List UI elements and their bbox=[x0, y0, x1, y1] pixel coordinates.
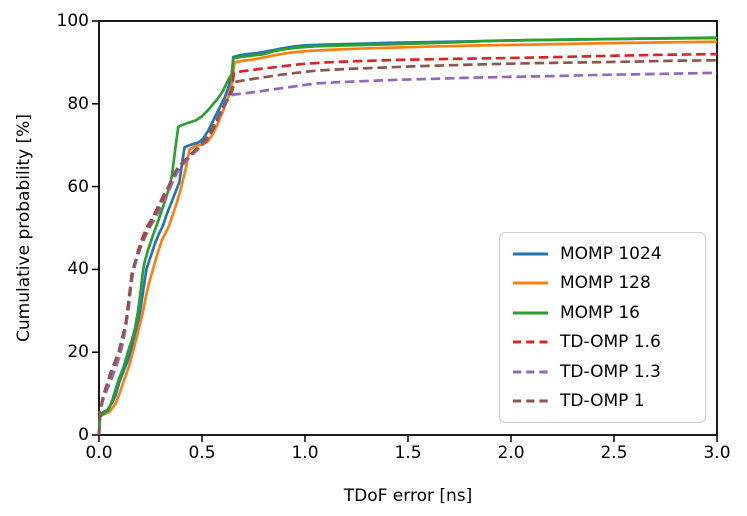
x-tick-label: 2.0 bbox=[497, 443, 525, 463]
legend-line-sample-icon bbox=[513, 311, 548, 315]
legend-line-sample-icon bbox=[513, 281, 548, 285]
y-tick-label: 100 bbox=[56, 11, 89, 31]
legend-line-sample-icon bbox=[513, 399, 548, 403]
series-line-momp-128 bbox=[97, 40, 718, 436]
x-tick-label: 0.0 bbox=[85, 443, 113, 463]
legend-item-momp-16: MOMP 16 bbox=[512, 299, 695, 327]
y-tick-label: 40 bbox=[67, 259, 89, 280]
y-tick-label: 0 bbox=[78, 425, 89, 445]
x-tick-label: 2.5 bbox=[600, 443, 628, 463]
legend-line-sample-icon bbox=[513, 370, 548, 374]
series-line-momp-1024 bbox=[97, 36, 718, 436]
legend-label: TD-OMP 1.6 bbox=[560, 332, 661, 353]
x-tick-label: 1.5 bbox=[394, 443, 422, 463]
legend: MOMP 1024 MOMP 128 MOMP 16 TD-OMP 1.6 TD-OMP… bbox=[499, 232, 706, 423]
legend-line-sample-icon bbox=[513, 252, 548, 256]
legend-item-td-omp-1: TD-OMP 1 bbox=[512, 387, 695, 415]
legend-line-sample-icon bbox=[513, 340, 548, 344]
legend-item-momp-1024: MOMP 1024 bbox=[512, 240, 695, 268]
y-tick-label: 80 bbox=[67, 93, 89, 114]
legend-label: MOMP 128 bbox=[560, 273, 651, 294]
x-tick-label: 3.0 bbox=[703, 443, 731, 463]
legend-label: TD-OMP 1 bbox=[560, 391, 645, 412]
x-tick-label: 0.5 bbox=[188, 443, 216, 463]
legend-label: MOMP 16 bbox=[560, 302, 641, 323]
y-axis-label: Cumulative probability [%] bbox=[14, 114, 34, 342]
y-tick-label: 20 bbox=[67, 342, 89, 363]
legend-item-td-omp-1-6: TD-OMP 1.6 bbox=[512, 328, 695, 356]
legend-label: MOMP 1024 bbox=[560, 243, 662, 264]
legend-label: TD-OMP 1.3 bbox=[560, 361, 661, 382]
legend-item-td-omp-1-3: TD-OMP 1.3 bbox=[512, 358, 695, 386]
legend-item-momp-128: MOMP 128 bbox=[512, 269, 695, 297]
y-tick-label: 60 bbox=[67, 176, 89, 197]
x-tick-label: 1.0 bbox=[291, 443, 319, 463]
series-line-td-omp-1 bbox=[97, 58, 718, 436]
x-axis-label: TDoF error [ns] bbox=[343, 486, 473, 506]
series-line-momp-16 bbox=[97, 36, 718, 436]
